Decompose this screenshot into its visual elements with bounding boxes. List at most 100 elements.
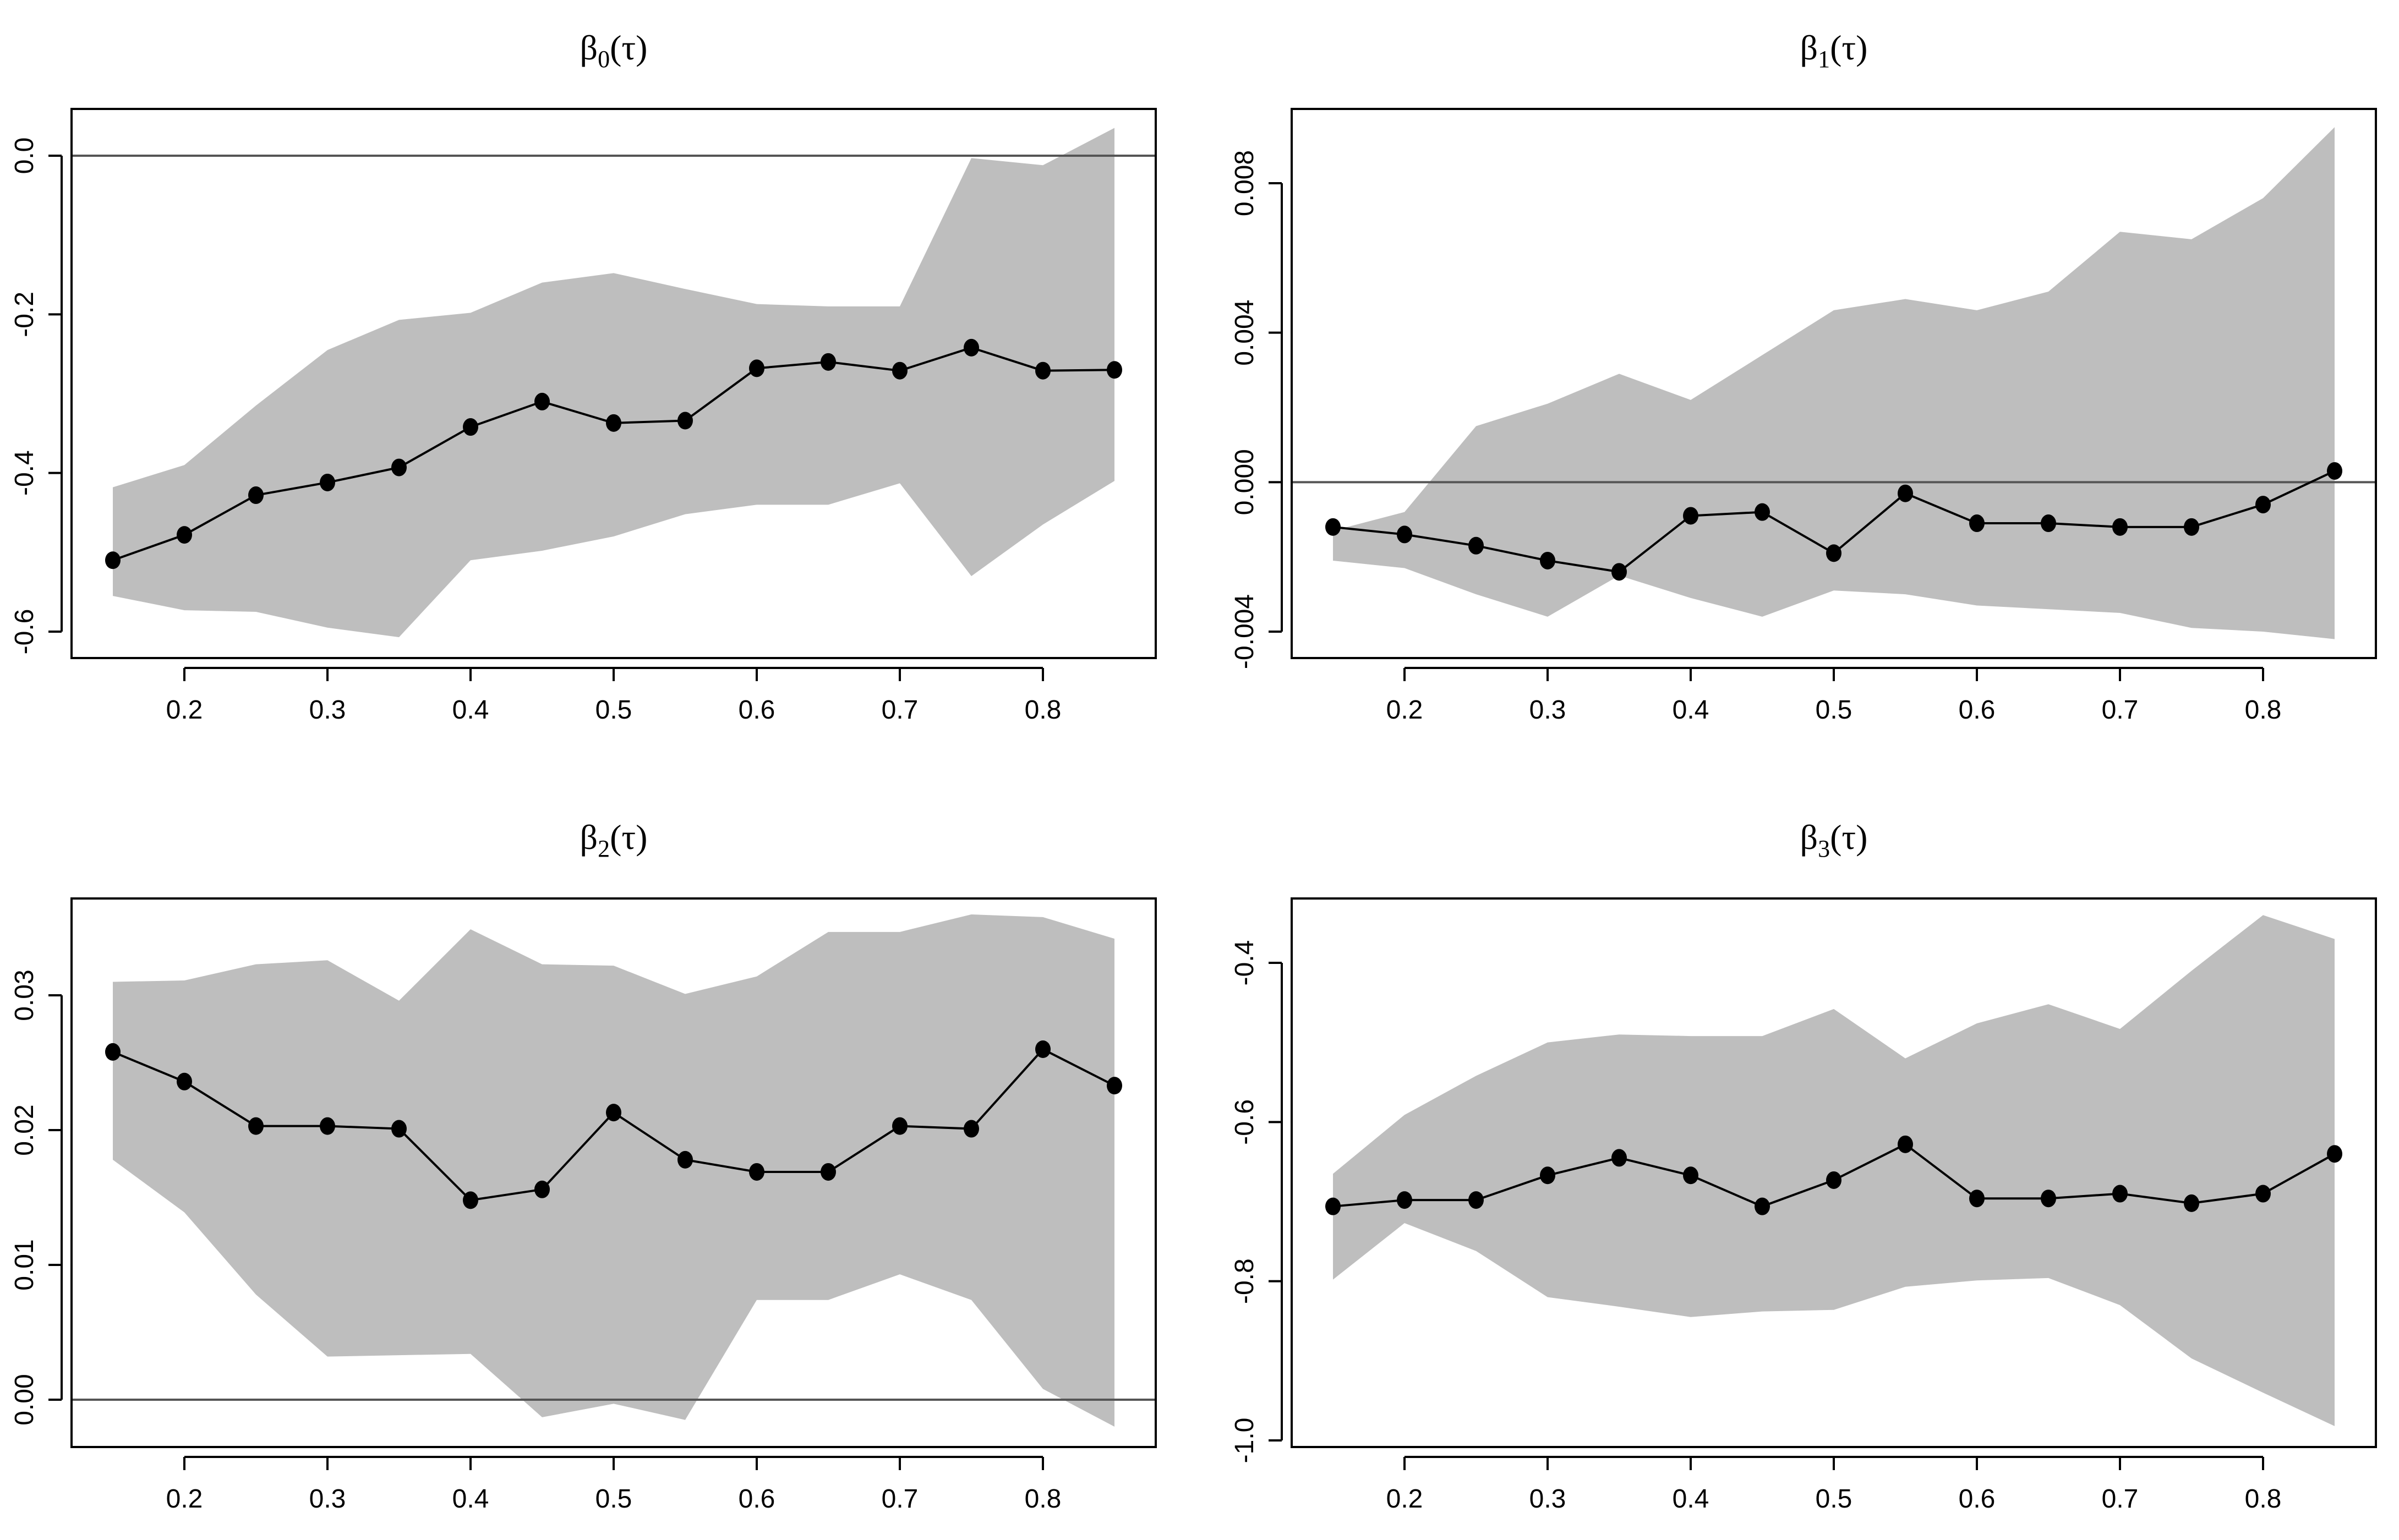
x-tick-label: 0.5 — [1816, 1484, 1852, 1514]
estimate-point — [2041, 514, 2056, 533]
plot-frame — [1291, 897, 2377, 1448]
estimate-point — [1826, 544, 1841, 562]
y-tick-label: 0.000 — [1230, 449, 1259, 515]
estimate-point — [1325, 518, 1341, 536]
y-tick-label: -1.0 — [1230, 1418, 1259, 1464]
estimate-point — [1898, 484, 1913, 502]
title-argument: (τ) — [1830, 818, 1867, 857]
title-argument: (τ) — [610, 28, 647, 67]
estimate-point — [1468, 536, 1484, 555]
estimate-point — [1969, 514, 1985, 533]
x-tick-label: 0.8 — [1025, 1484, 1062, 1514]
estimate-point — [1611, 563, 1627, 581]
estimate-point — [2041, 1190, 2056, 1208]
estimate-point — [177, 526, 192, 544]
estimate-point — [964, 1120, 979, 1138]
estimate-point — [248, 1117, 264, 1135]
y-tick-label: 0.03 — [10, 969, 39, 1021]
estimate-point — [463, 418, 478, 436]
x-tick-label: 0.7 — [2102, 695, 2139, 725]
panel-2: 0.2 0.3 0.4 0.5 0.6 0.7 0.8 0.00 0.01 0.02 0.03 β2(… — [10, 818, 1157, 1514]
panel-title: β3(τ) — [1800, 818, 1868, 862]
x-tick-label: 0.7 — [2102, 1484, 2139, 1514]
estimate-point — [2255, 496, 2271, 514]
estimate-point — [248, 486, 264, 505]
estimate-point — [606, 1104, 621, 1122]
estimate-point — [892, 361, 908, 380]
panel-title: β0(τ) — [580, 28, 648, 73]
y-tick-label: -0.4 — [1230, 940, 1259, 986]
estimate-point — [1397, 525, 1412, 544]
x-tick-label: 0.4 — [452, 695, 489, 725]
estimate-point — [1969, 1190, 1985, 1208]
estimate-point — [534, 1180, 550, 1198]
estimate-point — [677, 412, 693, 430]
estimate-point — [1755, 503, 1770, 521]
estimate-point — [2184, 1194, 2199, 1212]
estimate-point — [320, 473, 335, 491]
estimate-point — [177, 1072, 192, 1090]
estimate-point — [1683, 1166, 1698, 1185]
x-tick-label: 0.2 — [166, 695, 203, 725]
estimate-point — [391, 458, 407, 476]
estimate-point — [105, 551, 121, 569]
x-tick-label: 0.3 — [1529, 1484, 1566, 1514]
estimate-point — [463, 1191, 478, 1209]
title-base: β — [1800, 818, 1818, 857]
estimate-point — [391, 1120, 407, 1138]
x-tick-label: 0.2 — [1386, 695, 1423, 725]
title-subscript: 2 — [598, 835, 610, 862]
x-tick-label: 0.5 — [595, 1484, 632, 1514]
y-tick-label: 0.004 — [1230, 300, 1259, 366]
y-tick-label: 0.02 — [10, 1104, 39, 1155]
estimate-point — [2327, 1145, 2342, 1163]
y-tick-label: 0.00 — [10, 1374, 39, 1425]
estimate-point — [1683, 507, 1698, 525]
x-tick-label: 0.8 — [2245, 695, 2282, 725]
y-tick-label: -0.4 — [10, 450, 39, 496]
y-tick-label: -0.2 — [10, 292, 39, 337]
estimate-point — [749, 359, 764, 377]
y-tick-label: -0.8 — [1230, 1258, 1259, 1304]
y-tick-label: 0.008 — [1230, 150, 1259, 216]
estimate-point — [677, 1150, 693, 1169]
x-tick-label: 0.3 — [1529, 695, 1566, 725]
x-tick-label: 0.5 — [1816, 695, 1852, 725]
plot-frame — [70, 108, 1157, 659]
x-tick-label: 0.6 — [1959, 1484, 1996, 1514]
x-tick-label: 0.7 — [882, 1484, 919, 1514]
title-base: β — [580, 818, 598, 857]
x-tick-label: 0.8 — [2245, 1484, 2282, 1514]
estimate-point — [2255, 1185, 2271, 1203]
x-tick-label: 0.3 — [309, 695, 346, 725]
estimate-point — [1611, 1149, 1627, 1167]
estimate-point — [1755, 1197, 1770, 1215]
estimate-point — [1035, 1040, 1051, 1058]
title-subscript: 1 — [1818, 46, 1830, 73]
panel-title: β2(τ) — [580, 818, 648, 862]
estimate-point — [1468, 1191, 1484, 1209]
title-argument: (τ) — [610, 818, 647, 857]
x-tick-label: 0.4 — [452, 1484, 489, 1514]
estimate-point — [2327, 462, 2342, 480]
x-tick-label: 0.4 — [1673, 695, 1709, 725]
estimate-point — [2112, 518, 2128, 536]
estimate-point — [892, 1117, 908, 1135]
title-base: β — [1800, 28, 1818, 67]
confidence-band — [113, 128, 1114, 638]
estimate-point — [2112, 1185, 2128, 1203]
estimate-point — [534, 392, 550, 410]
x-tick-label: 0.6 — [739, 1484, 775, 1514]
estimate-point — [964, 338, 979, 357]
confidence-band — [1333, 915, 2335, 1426]
title-base: β — [580, 28, 598, 67]
estimate-point — [821, 1163, 836, 1181]
estimate-point — [1826, 1171, 1841, 1189]
x-tick-label: 0.6 — [739, 695, 775, 725]
panel-0: 0.2 0.3 0.4 0.5 0.6 0.7 0.8 -0.6 -0.4 -0.2 0.0 β0(τ… — [10, 28, 1157, 725]
x-tick-label: 0.4 — [1673, 1484, 1709, 1514]
estimate-point — [1540, 551, 1555, 569]
y-tick-label: 0.01 — [10, 1239, 39, 1290]
estimate-point — [320, 1117, 335, 1135]
